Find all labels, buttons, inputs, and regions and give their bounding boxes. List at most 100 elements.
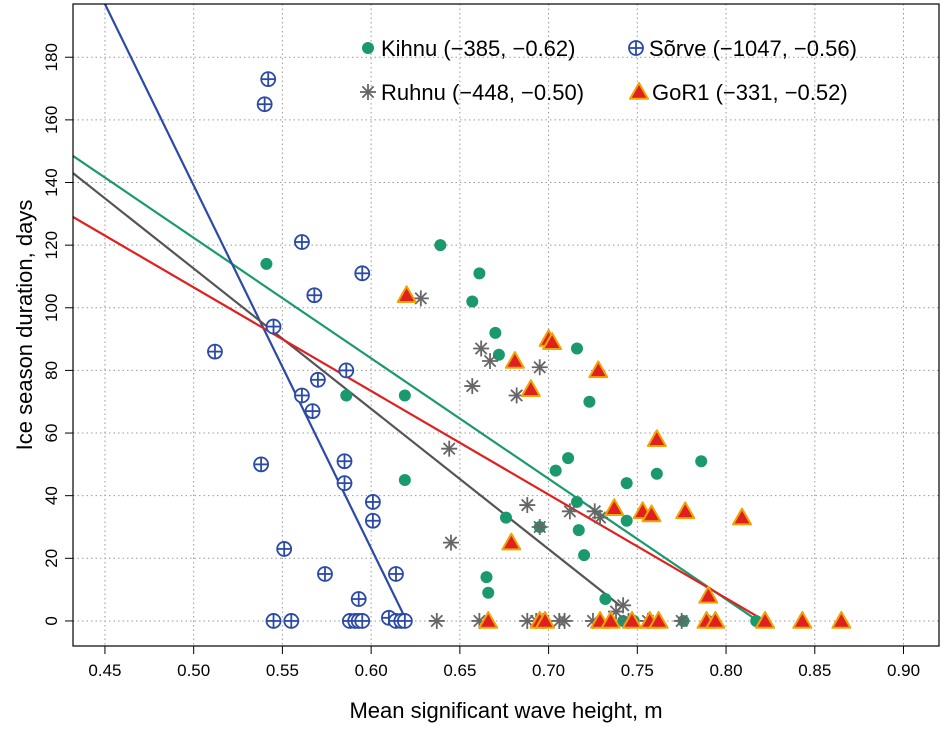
data-point [260,71,277,88]
y-tick-label: 80 [42,361,61,380]
marker-asterisk-stroke [533,360,547,374]
data-point [396,285,417,303]
marker-triangle [588,360,609,379]
marker-dot [578,549,591,562]
y-tick-label: 160 [42,106,61,134]
marker-dot [562,452,575,465]
data-point [572,524,585,537]
data-point [570,342,583,355]
x-tick-label: 0.55 [266,661,299,680]
y-axis-title: Ice season duration, days [12,200,37,451]
marker-dot [473,267,486,280]
x-tick-label: 0.75 [621,661,654,680]
legend-item: Ruhnu (−448, −0.50) [360,80,584,105]
marker-triangle [755,610,776,629]
legend-item: Kihnu (−385, −0.62) [362,36,575,61]
y-tick-label: 60 [42,424,61,443]
x-tick-label: 0.90 [887,661,920,680]
marker-dot [549,464,562,477]
data-point [317,566,333,582]
data-point [482,586,495,599]
marker-triangle [646,429,667,448]
data-point [398,474,411,487]
marker-triangle [604,498,625,516]
y-tick-label: 180 [42,43,61,71]
data-point [650,467,663,480]
data-point [441,440,458,457]
marker-asterisk-stroke [430,614,444,628]
data-point [336,475,353,492]
marker-asterisk-stroke [444,536,458,549]
data-point [283,613,300,629]
legend-label: GoR1 (−331, −0.52) [652,80,848,105]
data-points [207,71,852,629]
data-point [641,504,662,523]
marker-triangle [831,610,852,629]
data-point [473,340,490,357]
data-point [583,395,596,408]
marker-asterisk-stroke [675,614,688,628]
data-point [556,612,573,629]
data-point [648,610,669,629]
data-point [561,503,578,520]
data-point [621,610,642,629]
data-point [276,541,293,557]
legend-marker [628,40,644,56]
data-point [306,287,323,304]
marker-dot [695,455,708,468]
data-point [732,507,753,526]
marker-asterisk-stroke [474,342,488,355]
data-point [501,532,522,551]
legend-label: Sõrve (−1047, −0.56) [649,36,857,61]
marker-dot [500,511,512,524]
data-point [336,453,353,470]
data-point [396,613,413,629]
data-point [294,234,310,250]
data-point [482,353,499,370]
x-tick-label: 0.60 [355,661,388,680]
legend-label: Ruhnu (−448, −0.50) [381,80,584,105]
x-tick-label: 0.45 [88,661,121,680]
marker-triangle [621,610,642,629]
legend-marker [362,42,374,54]
data-point [600,610,621,629]
data-point [608,603,625,620]
data-point [695,455,708,468]
data-point [599,593,612,606]
data-point [304,403,321,420]
marker-asterisk-stroke [510,389,523,402]
marker-triangle [542,332,563,350]
data-point [412,290,429,307]
marker-asterisk-stroke [442,442,456,455]
y-tick-label: 20 [42,549,61,568]
marker-triangle [641,504,662,523]
y-axis: 0 20 40 60 80 100 120 140 160 180 [42,43,73,626]
grid [73,4,939,646]
data-point [256,96,273,113]
data-point [620,477,633,490]
data-point [434,239,447,252]
data-point [592,509,609,526]
data-point [473,267,486,280]
marker-asterisk-stroke [558,614,571,628]
data-point [340,389,353,402]
legend-item: GoR1 (−331, −0.52) [629,80,848,105]
data-point [309,371,326,388]
x-tick-label: 0.70 [532,661,565,680]
legend: Kihnu (−385, −0.62) Sõrve (−1047, −0.56) R… [360,36,857,105]
data-point [531,518,548,535]
marker-triangle [520,379,541,397]
marker-dot [620,477,633,490]
marker-dot [398,389,411,402]
x-tick-label: 0.65 [443,661,476,680]
marker-triangle [698,585,719,604]
data-point [480,571,493,584]
data-point [519,497,536,514]
data-point [755,610,776,629]
regression-line [73,154,759,622]
data-point [500,511,512,524]
data-point [698,585,719,604]
data-point [398,389,411,402]
marker-dot [599,593,612,606]
